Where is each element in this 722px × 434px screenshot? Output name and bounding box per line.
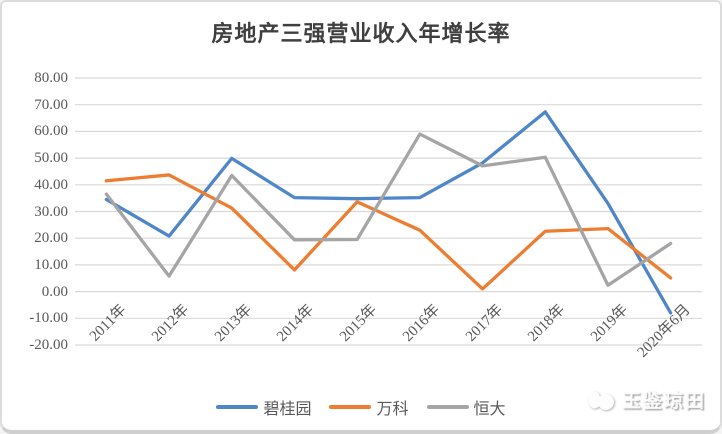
- series-line-2: [104, 132, 673, 287]
- watermark-text: 玉鉴琼田: [621, 391, 706, 412]
- y-axis-tick-label: 10.00: [34, 256, 68, 273]
- y-axis-tick-label: -20.00: [29, 337, 68, 353]
- y-axis-tick-label: 20.00: [34, 230, 68, 247]
- legend-line-swatch-orange-icon: [329, 405, 372, 409]
- legend-label: 恒大: [473, 401, 506, 418]
- y-axis-tick-label: 50.00: [34, 150, 68, 167]
- legend-label: 碧桂园: [263, 401, 312, 418]
- watermark-logo-icon: [585, 388, 616, 412]
- legend-item-hengda: 恒大: [426, 395, 506, 419]
- legend-item-biguiyuan: 碧桂园: [216, 395, 311, 419]
- y-axis-tick-label: 30.00: [34, 203, 68, 220]
- y-axis-tick-label: 0.00: [41, 283, 68, 300]
- legend-line-swatch-gray-icon: [426, 405, 469, 409]
- y-axis-tick-label: 70.00: [34, 96, 68, 113]
- y-axis-tick-label: 80.00: [34, 70, 68, 86]
- chart-legend: 碧桂园 万科 恒大: [2, 395, 720, 419]
- y-axis-tick-label: 60.00: [34, 123, 68, 140]
- chart-title: 房地产三强营业收入年增长率: [211, 21, 511, 46]
- watermark: 玉鉴琼田: [585, 386, 706, 413]
- series-line-1: [104, 173, 673, 291]
- y-axis-tick-label: 40.00: [34, 176, 68, 193]
- series-line-0: [104, 110, 673, 315]
- legend-item-wanke: 万科: [329, 395, 409, 419]
- legend-line-swatch-blue-icon: [216, 405, 259, 409]
- legend-label: 万科: [376, 401, 409, 418]
- y-axis-tick-label: -10.00: [29, 310, 68, 327]
